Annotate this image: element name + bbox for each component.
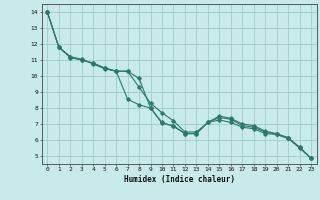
X-axis label: Humidex (Indice chaleur): Humidex (Indice chaleur) xyxy=(124,175,235,184)
